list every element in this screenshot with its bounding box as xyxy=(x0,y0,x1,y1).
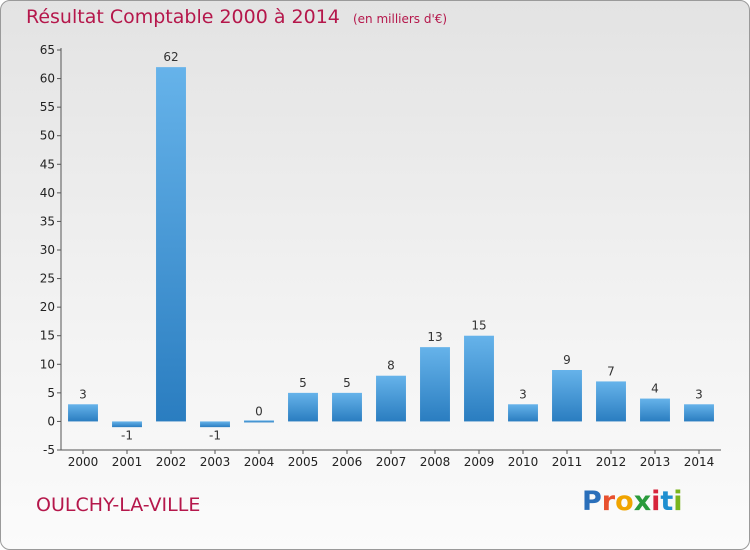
bar-2000 xyxy=(68,404,98,422)
value-label-2009: 15 xyxy=(471,319,486,333)
x-tick-label: 2002 xyxy=(156,455,187,469)
bar-2006 xyxy=(332,392,362,422)
logo-letter: i xyxy=(673,486,683,517)
bar-2011 xyxy=(552,370,582,422)
y-tick-label: 40 xyxy=(40,186,55,200)
logo-letter: x xyxy=(633,486,652,517)
bar-2009 xyxy=(464,335,494,422)
x-tick-label: 2010 xyxy=(508,455,539,469)
value-label-2014: 3 xyxy=(695,387,703,401)
x-tick-label: 2012 xyxy=(596,455,627,469)
proxiti-logo: Proxiti xyxy=(582,486,683,517)
y-tick-label: 5 xyxy=(47,386,55,400)
logo-letter: P xyxy=(582,486,602,517)
bar-2003 xyxy=(200,421,230,428)
logo-letter: r xyxy=(601,486,616,517)
value-label-2007: 8 xyxy=(387,359,395,373)
value-label-2012: 7 xyxy=(607,364,615,378)
x-tick-label: 2007 xyxy=(376,455,407,469)
bar-2008 xyxy=(420,347,450,422)
x-tick-label: 2014 xyxy=(684,455,715,469)
chart-bars xyxy=(68,67,714,428)
bar-2004 xyxy=(244,420,274,423)
x-tick-label: 2011 xyxy=(552,455,583,469)
x-tick-label: 2000 xyxy=(68,455,99,469)
bar-2005 xyxy=(288,392,318,422)
value-label-2010: 3 xyxy=(519,387,527,401)
y-tick-label: 65 xyxy=(40,43,55,57)
chart-value-labels: 3 -1 62 -1 0 5 5 8 13 15 3 9 7 4 3 xyxy=(79,50,703,442)
y-tick-label: 50 xyxy=(40,129,55,143)
y-tick-label: 10 xyxy=(40,357,55,371)
x-tick-label: 2003 xyxy=(200,455,231,469)
value-label-2000: 3 xyxy=(79,387,87,401)
bar-2001 xyxy=(112,421,142,428)
value-label-2002: 62 xyxy=(163,50,178,64)
value-label-2004: 0 xyxy=(255,404,263,418)
logo-letter: t xyxy=(660,486,674,517)
y-tick-label: 55 xyxy=(40,100,55,114)
logo-letter: o xyxy=(615,486,634,517)
bar-2007 xyxy=(376,375,406,422)
x-tick-label: 2001 xyxy=(112,455,143,469)
y-tick-label: 0 xyxy=(47,414,55,428)
y-tick-label: 35 xyxy=(40,214,55,228)
y-tick-label: 15 xyxy=(40,329,55,343)
value-label-2006: 5 xyxy=(343,376,351,390)
y-tick-label: 60 xyxy=(40,72,55,86)
bar-2014 xyxy=(684,404,714,422)
chart-title: Résultat Comptable 2000 à 2014 (en milli… xyxy=(26,6,447,28)
value-label-2008: 13 xyxy=(427,330,442,344)
logo-letter: i xyxy=(651,486,661,517)
chart-title-main: Résultat Comptable 2000 à 2014 xyxy=(26,6,340,28)
y-tick-label: 20 xyxy=(40,300,55,314)
value-label-2013: 4 xyxy=(651,382,659,396)
y-tick-label: 30 xyxy=(40,243,55,257)
x-tick-label: 2013 xyxy=(640,455,671,469)
value-label-2005: 5 xyxy=(299,376,307,390)
value-label-2011: 9 xyxy=(563,353,571,367)
bar-2002 xyxy=(156,67,186,422)
x-tick-label: 2009 xyxy=(464,455,495,469)
x-tick-label: 2005 xyxy=(288,455,319,469)
y-tick-label: 25 xyxy=(40,272,55,286)
bar-2010 xyxy=(508,404,538,422)
commune-name: OULCHY-LA-VILLE xyxy=(36,494,201,516)
y-tick-label: -5 xyxy=(43,443,55,457)
value-label-2001: -1 xyxy=(121,428,133,442)
x-tick-label: 2004 xyxy=(244,455,275,469)
bar-2013 xyxy=(640,398,670,422)
value-label-2003: -1 xyxy=(209,428,221,442)
x-tick-label: 2006 xyxy=(332,455,363,469)
y-tick-label: 45 xyxy=(40,157,55,171)
x-tick-label: 2008 xyxy=(420,455,451,469)
chart-title-unit: (en milliers d'€) xyxy=(352,12,448,26)
bar-2012 xyxy=(596,381,626,422)
